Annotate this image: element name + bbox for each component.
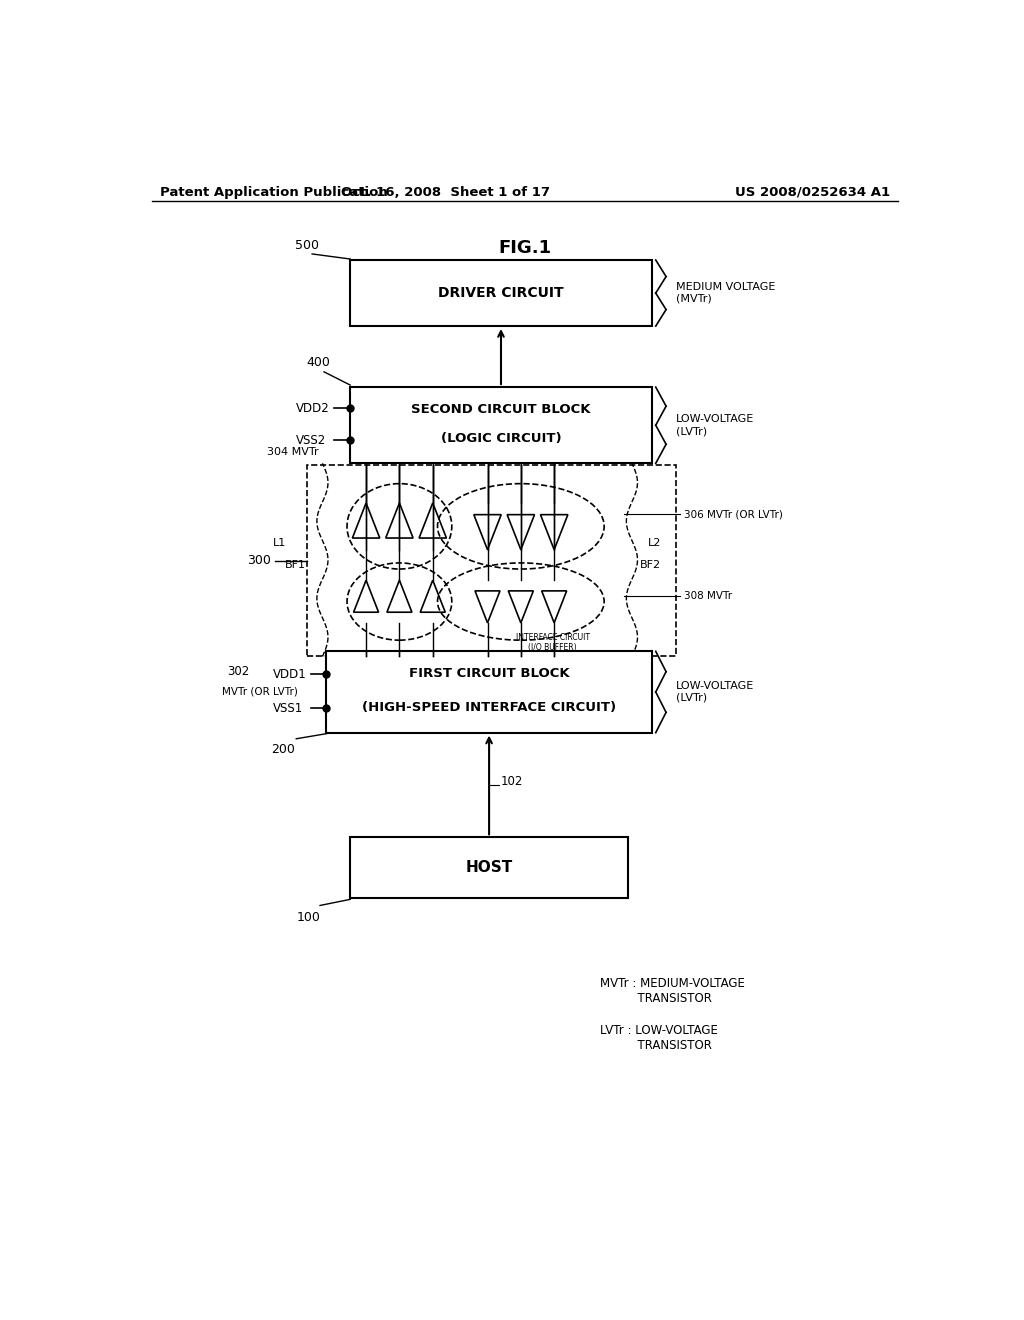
Text: VDD2: VDD2 (296, 401, 330, 414)
Text: 300: 300 (247, 554, 271, 568)
Text: FIRST CIRCUIT BLOCK: FIRST CIRCUIT BLOCK (409, 667, 569, 680)
Text: LOW-VOLTAGE
(LVTr): LOW-VOLTAGE (LVTr) (676, 681, 754, 702)
Text: FIG.1: FIG.1 (499, 239, 551, 257)
Text: Patent Application Publication: Patent Application Publication (160, 186, 387, 199)
FancyBboxPatch shape (350, 260, 652, 326)
Text: 308 MVTr: 308 MVTr (684, 591, 731, 602)
FancyBboxPatch shape (327, 651, 651, 733)
Text: 400: 400 (306, 356, 331, 368)
Text: 304 MVTr: 304 MVTr (267, 447, 318, 457)
Text: 100: 100 (296, 911, 321, 924)
Text: MEDIUM VOLTAGE
(MVTr): MEDIUM VOLTAGE (MVTr) (676, 282, 775, 304)
Text: (LOGIC CIRCUIT): (LOGIC CIRCUIT) (440, 432, 561, 445)
Text: INTERFACE CIRCUIT
(I/O BUFFER): INTERFACE CIRCUIT (I/O BUFFER) (515, 634, 590, 652)
Text: VSS2: VSS2 (296, 434, 327, 447)
Text: LVTr : LOW-VOLTAGE
          TRANSISTOR: LVTr : LOW-VOLTAGE TRANSISTOR (600, 1024, 718, 1052)
Text: US 2008/0252634 A1: US 2008/0252634 A1 (735, 186, 890, 199)
Text: L1: L1 (273, 537, 287, 548)
Text: 500: 500 (295, 239, 318, 252)
FancyBboxPatch shape (350, 387, 652, 463)
FancyBboxPatch shape (350, 837, 628, 899)
Text: L2: L2 (648, 537, 662, 548)
Text: DRIVER CIRCUIT: DRIVER CIRCUIT (438, 286, 564, 300)
Text: HOST: HOST (466, 861, 513, 875)
Text: BF1: BF1 (285, 560, 306, 570)
Text: 200: 200 (270, 743, 295, 756)
Text: 102: 102 (501, 775, 523, 788)
Text: VDD1: VDD1 (272, 668, 306, 681)
Text: SECOND CIRCUIT BLOCK: SECOND CIRCUIT BLOCK (412, 404, 591, 416)
Text: Oct. 16, 2008  Sheet 1 of 17: Oct. 16, 2008 Sheet 1 of 17 (341, 186, 550, 199)
Text: MVTr : MEDIUM-VOLTAGE
          TRANSISTOR: MVTr : MEDIUM-VOLTAGE TRANSISTOR (600, 977, 745, 1005)
Text: 306 MVTr (OR LVTr): 306 MVTr (OR LVTr) (684, 510, 782, 519)
Text: (HIGH-SPEED INTERFACE CIRCUIT): (HIGH-SPEED INTERFACE CIRCUIT) (362, 701, 616, 714)
Text: VSS1: VSS1 (272, 702, 303, 714)
Text: BF2: BF2 (640, 560, 662, 570)
Text: LOW-VOLTAGE
(LVTr): LOW-VOLTAGE (LVTr) (676, 414, 754, 436)
Text: 302: 302 (227, 664, 250, 677)
Text: MVTr (OR LVTr): MVTr (OR LVTr) (221, 686, 298, 697)
